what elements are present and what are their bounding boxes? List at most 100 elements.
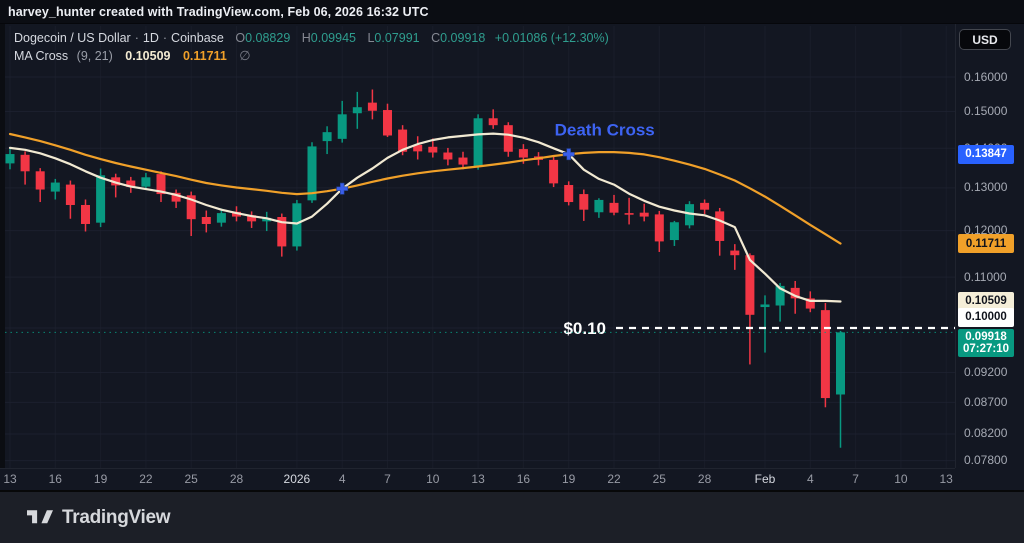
time-axis-tick: 25 (652, 472, 666, 486)
time-axis-tick: 25 (184, 472, 198, 486)
tradingview-logo[interactable]: TradingView (27, 506, 171, 529)
candle-body (820, 310, 830, 399)
candle-body (609, 202, 619, 213)
symbol-row[interactable]: Dogecoin / US Dollar · 1D · Coinbase O0.0882… (14, 30, 609, 47)
candle-body (775, 285, 785, 306)
candle-body (171, 192, 181, 202)
time-axis-tick: 4 (806, 472, 814, 486)
candle-body (594, 199, 604, 213)
time-axis-tick: 13 (939, 472, 953, 486)
death-cross-annotation[interactable]: Death Cross (555, 121, 655, 140)
candle-body (292, 203, 302, 247)
price-axis-tick: 0.16000 (964, 69, 1008, 84)
indicator-args: (9, 21) (76, 49, 113, 63)
time-axis-tick: 28 (697, 472, 712, 486)
indicator-extra-icon[interactable]: ∅ (239, 48, 251, 63)
currency-toggle-button[interactable]: USD (959, 29, 1011, 50)
candle-body (413, 144, 423, 152)
candle-body (262, 217, 272, 222)
candle-body (216, 213, 226, 223)
candle-body (96, 175, 106, 223)
time-axis-tick: 10 (426, 472, 440, 486)
candle-body (201, 217, 211, 224)
candle-body (836, 332, 845, 395)
candle-body (5, 154, 15, 164)
change-value: +0.01086 (+12.30%) (494, 31, 609, 45)
price-badge-009918: 0.09918 07:27:10 (958, 329, 1014, 357)
candle-body (81, 204, 90, 224)
price-axis-tick: 0.11000 (964, 269, 1007, 284)
close-label: C (431, 31, 441, 45)
candle-body (639, 212, 649, 217)
low-label: L (367, 31, 375, 45)
symbol-name: Dogecoin / US Dollar (14, 31, 131, 45)
candle-body (156, 174, 166, 195)
death-cross-marker-icon[interactable] (562, 148, 575, 161)
candle-body (443, 152, 453, 160)
candle-body (685, 204, 694, 226)
separator-dot: · (162, 31, 168, 45)
open-label: O (235, 31, 246, 45)
time-axis[interactable]: 13 16 19 22 25 28 2026 4 7 10 13 16 19 22 25 28 Feb 4 7 10 1… (0, 468, 955, 490)
candle-body (730, 250, 740, 256)
tradingview-logo-icon (27, 510, 53, 524)
price-axis-tick: 0.08700 (964, 394, 1008, 409)
time-axis-tick: 7 (384, 472, 391, 486)
time-axis-tick: 4 (338, 472, 346, 486)
candle-body (20, 154, 30, 172)
candle-body (805, 298, 815, 309)
ma-line-9 (8, 132, 842, 303)
candle-body (322, 132, 332, 142)
candle-body (247, 215, 257, 222)
time-axis-tick: 10 (894, 472, 908, 486)
candle-body (790, 287, 800, 299)
candle-body (654, 214, 664, 242)
time-axis-tick: 19 (93, 472, 108, 486)
golden-cross-marker-icon[interactable] (336, 182, 349, 195)
candle-body (367, 102, 377, 111)
candle-body (518, 149, 528, 158)
chart-left-margin (0, 24, 5, 490)
candle-body (337, 114, 347, 139)
candle-body (65, 184, 75, 205)
candle-body (488, 118, 498, 126)
price-axis-tick: 0.12000 (964, 223, 1008, 238)
price-axis[interactable]: USD 0.160000.150000.140000.130000.120000… (955, 24, 1024, 468)
candle-body (186, 195, 196, 220)
candle-body (307, 146, 317, 201)
indicator-ma-slow-value: 0.11711 (182, 49, 227, 63)
price-axis-tick: 0.15000 (964, 103, 1008, 118)
candle-body (700, 202, 710, 210)
open-value: 0.08829 (245, 31, 291, 45)
time-axis-tick: 16 (516, 472, 531, 486)
candle-body (352, 107, 362, 114)
candle-body (35, 171, 45, 190)
interval-label[interactable]: 1D (142, 31, 159, 45)
candle-body (458, 157, 468, 165)
price-axis-tick: 0.08200 (964, 426, 1008, 441)
candle-body (579, 194, 589, 210)
price-chart-canvas[interactable]: $0.10 Death Cross (0, 0, 955, 490)
time-axis-tick: 13 (3, 472, 17, 486)
tradingview-logo-text: TradingView (62, 506, 171, 528)
indicator-name[interactable]: MA Cross (14, 49, 69, 63)
candle-body (669, 222, 679, 241)
candle-body (277, 217, 287, 247)
attribution-bar: harvey_hunter created with TradingView.c… (0, 0, 1024, 24)
time-axis-tick: Feb (754, 472, 776, 486)
exchange-name: Coinbase (171, 31, 224, 45)
price-badge-010509: 0.10509 (958, 291, 1014, 311)
candle-body (715, 211, 725, 241)
candle-body (473, 118, 483, 167)
chart-legend: Dogecoin / US Dollar · 1D · Coinbase O0.0882… (14, 30, 609, 64)
low-value: 0.07991 (374, 31, 420, 45)
time-axis-tick: 16 (48, 472, 62, 486)
time-axis-tick: 28 (229, 472, 244, 486)
candle-body (126, 180, 136, 188)
ma-line-21 (8, 132, 842, 245)
time-axis-tick: 2026 (283, 472, 311, 486)
time-axis-tick: 19 (562, 472, 576, 486)
candle-body (383, 110, 392, 136)
indicator-row[interactable]: MA Cross (9, 21) 0.10509 0.11711 ∅ (14, 47, 609, 64)
